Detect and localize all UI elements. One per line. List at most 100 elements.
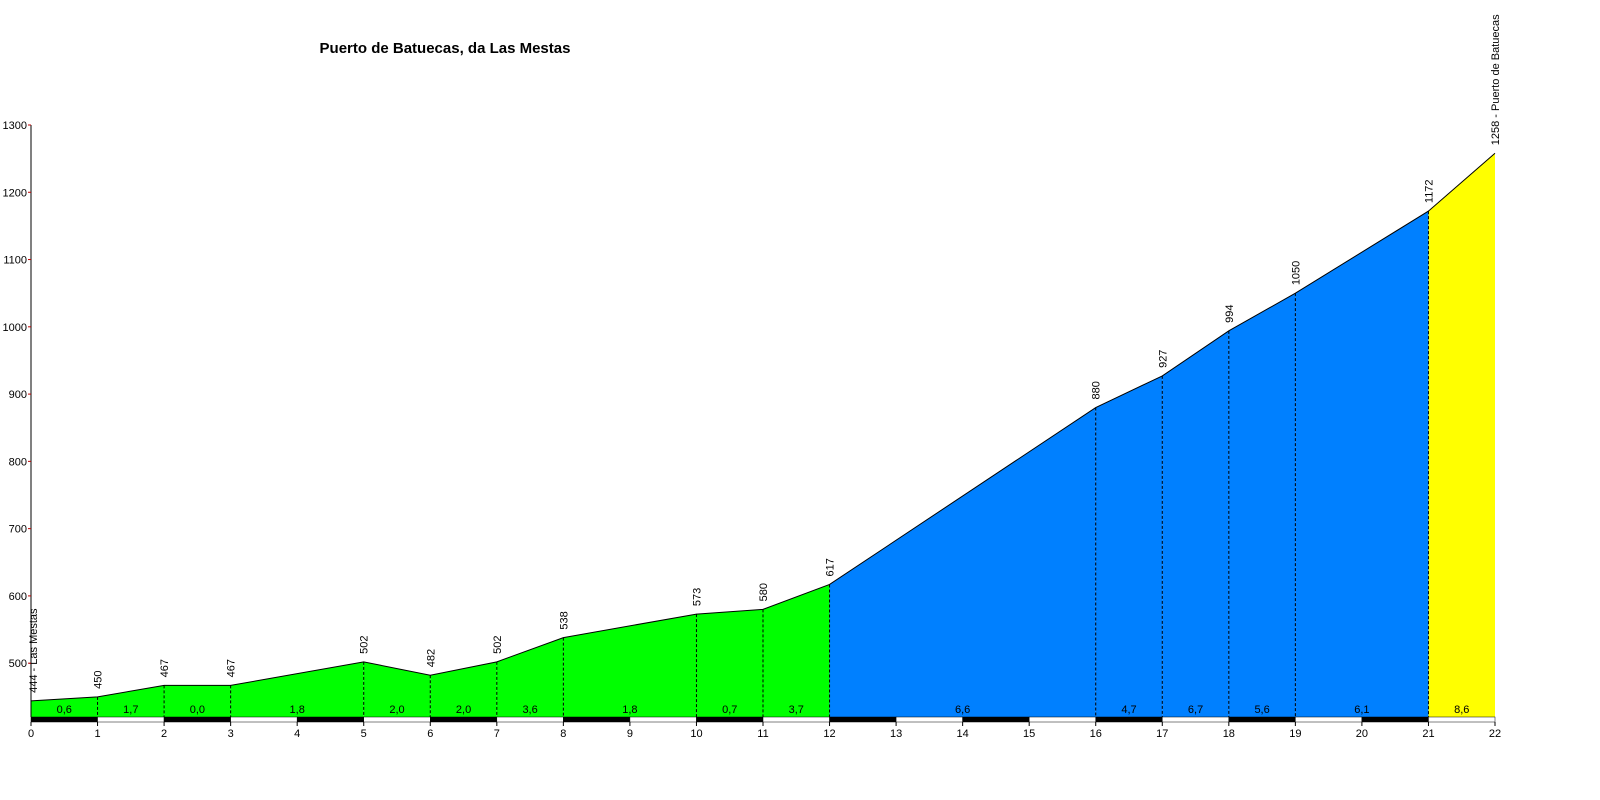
- elevation-label: 467: [226, 659, 238, 677]
- y-tick-label: 1200: [3, 187, 27, 199]
- segment-fill: [1095, 375, 1163, 717]
- y-tick-label: 1000: [3, 322, 27, 334]
- elevation-label: 1172: [1423, 179, 1435, 203]
- km-bar: [1162, 716, 1230, 723]
- elevation-label: 502: [359, 635, 371, 653]
- x-tick-label: 0: [28, 728, 34, 740]
- km-bar: [163, 716, 231, 723]
- gradient-label: 3,6: [522, 704, 537, 716]
- elevation-label: 502: [492, 635, 504, 653]
- km-bar: [496, 716, 564, 723]
- x-tick-label: 10: [690, 728, 702, 740]
- y-tick-label: 500: [9, 658, 27, 670]
- x-tick-label: 15: [1023, 728, 1035, 740]
- km-bar: [363, 716, 431, 723]
- x-tick-label: 6: [427, 728, 433, 740]
- segment-fill: [563, 614, 697, 717]
- segment-fill: [97, 685, 165, 717]
- km-bar: [1095, 716, 1163, 723]
- gradient-label: 8,6: [1454, 704, 1469, 716]
- elevation-label: 482: [425, 649, 437, 667]
- km-bar: [629, 716, 697, 723]
- gradient-label: 6,7: [1188, 704, 1203, 716]
- segment-fill: [363, 661, 431, 717]
- x-tick-label: 14: [957, 728, 969, 740]
- gradient-label: 1,8: [622, 704, 637, 716]
- km-bar: [1295, 716, 1363, 723]
- km-bar: [762, 716, 830, 723]
- segment-fill: [1428, 153, 1495, 718]
- segment-fill: [230, 661, 364, 717]
- elevation-label: 880: [1091, 381, 1103, 399]
- gradient-label: 1,7: [123, 704, 138, 716]
- gradient-label: 2,0: [389, 704, 404, 716]
- km-bar: [829, 716, 897, 723]
- elevation-label: 994: [1224, 304, 1236, 322]
- gradient-label: 4,7: [1121, 704, 1136, 716]
- gradient-label: 3,7: [789, 704, 804, 716]
- segment-fill: [496, 637, 564, 717]
- chart-title: Puerto de Batuecas, da Las Mestas: [320, 40, 571, 57]
- km-bar: [430, 716, 498, 723]
- x-tick-label: 13: [890, 728, 902, 740]
- elevation-label: 467: [159, 659, 171, 677]
- elevation-label: 617: [825, 558, 837, 576]
- km-bar: [563, 716, 631, 723]
- x-tick-label: 8: [560, 728, 566, 740]
- x-tick-label: 9: [627, 728, 633, 740]
- y-tick-label: 900: [9, 389, 27, 401]
- km-bar: [1228, 716, 1296, 723]
- segment-fill: [164, 685, 231, 717]
- km-bar: [296, 716, 364, 723]
- km-bar: [30, 716, 98, 723]
- segment-fill: [763, 584, 830, 717]
- y-tick-label: 800: [9, 456, 27, 468]
- km-bar: [696, 716, 764, 723]
- elevation-label: 444 - Las Mestas: [28, 608, 40, 693]
- gradient-label: 6,6: [955, 704, 970, 716]
- segment-fill: [829, 407, 1096, 717]
- gradient-label: 2,0: [456, 704, 471, 716]
- km-bar: [1028, 716, 1096, 723]
- segment-fill: [1295, 211, 1429, 718]
- gradient-label: 6,1: [1354, 704, 1369, 716]
- gradient-label: 0,0: [190, 704, 205, 716]
- x-tick-label: 12: [823, 728, 835, 740]
- segment-fill: [1228, 293, 1296, 717]
- x-tick-label: 1: [94, 728, 100, 740]
- elevation-label: 538: [558, 611, 570, 629]
- gradient-label: 1,8: [290, 704, 305, 716]
- x-tick-label: 4: [294, 728, 300, 740]
- elevation-label: 580: [758, 583, 770, 601]
- y-tick-label: 1300: [3, 120, 27, 132]
- segment-fill: [31, 696, 98, 717]
- x-tick-label: 20: [1356, 728, 1368, 740]
- elevation-label: 450: [93, 670, 105, 688]
- x-tick-label: 22: [1489, 728, 1501, 740]
- km-bar: [1361, 716, 1429, 723]
- x-tick-label: 3: [228, 728, 234, 740]
- x-tick-label: 17: [1156, 728, 1168, 740]
- y-tick-label: 600: [9, 591, 27, 603]
- elevation-label: 927: [1157, 350, 1169, 368]
- elevation-label: 1050: [1290, 261, 1302, 285]
- x-tick-label: 21: [1422, 728, 1434, 740]
- km-bar: [97, 716, 165, 723]
- x-tick-label: 16: [1090, 728, 1102, 740]
- x-tick-label: 5: [361, 728, 367, 740]
- gradient-label: 0,6: [57, 704, 72, 716]
- km-bar: [230, 716, 298, 723]
- gradient-label: 0,7: [722, 704, 737, 716]
- y-tick-label: 700: [9, 524, 27, 536]
- segment-fill: [696, 609, 763, 717]
- x-tick-label: 18: [1223, 728, 1235, 740]
- x-tick-label: 19: [1289, 728, 1301, 740]
- km-bar: [1428, 716, 1496, 723]
- y-tick-label: 1100: [3, 255, 27, 267]
- elevation-label: 573: [691, 588, 703, 606]
- x-tick-label: 7: [494, 728, 500, 740]
- x-tick-label: 2: [161, 728, 167, 740]
- km-bar: [962, 716, 1030, 723]
- gradient-label: 5,6: [1254, 704, 1269, 716]
